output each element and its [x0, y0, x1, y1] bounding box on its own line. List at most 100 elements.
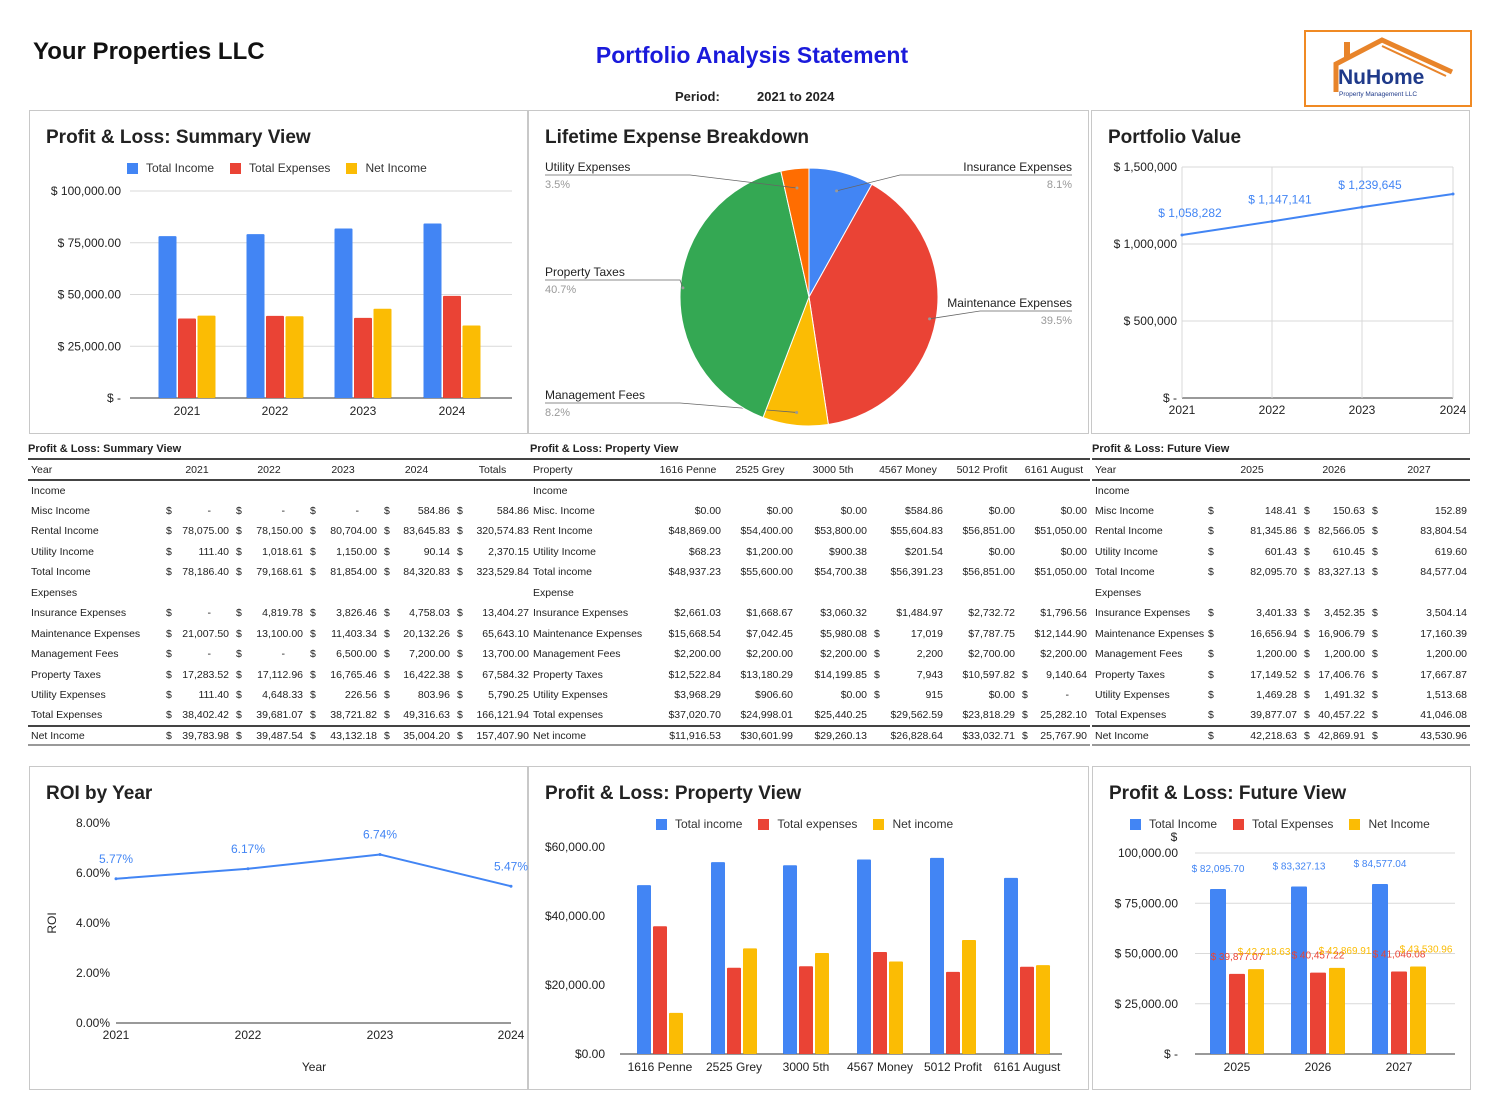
table-cell: $4,648.33 — [236, 689, 303, 702]
slice-percent: 8.2% — [545, 407, 570, 419]
x-tick-label: 4567 Money — [847, 1060, 913, 1074]
x-tick-label: 2026 — [1305, 1060, 1332, 1074]
table-cell: $13,100.00 — [236, 627, 303, 640]
series-line — [1181, 192, 1454, 237]
table-cell: $601.43 — [1208, 545, 1297, 558]
y-tick-label: 8.00% — [76, 816, 110, 830]
row-label: Total expenses — [533, 709, 604, 722]
table-cell: $15,668.54 — [668, 627, 721, 640]
leader-dot — [681, 286, 685, 290]
leader-dot — [795, 410, 799, 414]
table-cell: $7,042.45 — [746, 627, 793, 640]
row-label: Insurance Expenses — [31, 607, 127, 620]
table-cell: $42,218.63 — [1204, 725, 1300, 746]
table-cell: $17,667.87 — [1372, 668, 1467, 681]
table-title: Profit & Loss: Summary View — [28, 443, 182, 455]
table-row: Total Expenses $38,402.42 $39,681.07 $38,72… — [28, 706, 532, 727]
nuhome-logo: NuHome Property Management LLC — [1304, 30, 1472, 107]
series-line — [115, 853, 512, 888]
table-cell: $17,019 — [874, 627, 943, 640]
table-cell: $ - — [236, 504, 285, 517]
table-cell: $39,681.07 — [236, 709, 303, 722]
data-label: $ 1,239,645 — [1338, 178, 1402, 192]
table-row: Maintenance Expenses $16,656.94 $16,906.79… — [1092, 624, 1470, 645]
table-cell: $17,112.96 — [236, 668, 303, 681]
row-label: Utility Expenses — [31, 689, 106, 702]
data-label: $ 1,147,141 — [1248, 192, 1312, 206]
table-cell: $ - — [166, 648, 211, 661]
table-cell: $81,854.00 — [310, 566, 377, 579]
table-cell: $13,404.27 — [457, 607, 529, 620]
bar — [799, 966, 813, 1054]
table-cell: $3,826.46 — [310, 607, 377, 620]
table-cell: $84,320.83 — [384, 566, 450, 579]
panel-title: Lifetime Expense Breakdown — [545, 127, 809, 148]
x-tick-label: 2525 Grey — [706, 1060, 762, 1074]
y-tick-label: $ 1,000,000 — [1114, 237, 1178, 251]
data-point — [1360, 205, 1364, 209]
table-cell: $39,877.07 — [1208, 709, 1297, 722]
data-label: 6.17% — [231, 842, 265, 856]
table-cell: $584.86 — [457, 504, 529, 517]
table-cell: $ - — [236, 648, 285, 661]
table-cell: $82,095.70 — [1208, 566, 1297, 579]
y-tick-label: $60,000.00 — [545, 840, 605, 854]
table-cell: $33,032.71 — [946, 725, 1018, 746]
table-cell: $2,700.00 — [968, 648, 1015, 661]
table-cell: $16,765.46 — [310, 668, 377, 681]
table-cell: $7,787.75 — [968, 627, 1015, 640]
table-row: Total Expenses $39,877.07 $40,457.22 $41,04… — [1092, 706, 1470, 727]
x-tick-label: 2022 — [235, 1028, 262, 1042]
table-cell: $29,260.13 — [796, 725, 870, 746]
row-label: Utility Income — [1095, 545, 1159, 558]
leader-line — [545, 279, 684, 289]
row-label: Total Expenses — [1095, 709, 1167, 722]
table-cell: $584.86 — [384, 504, 450, 517]
table-cell: $619.60 — [1372, 545, 1467, 558]
table-cell: $1,200.00 — [1208, 648, 1297, 661]
table-cell: $3,452.35 — [1304, 607, 1365, 620]
table-cell: $906.60 — [755, 689, 793, 702]
slice-name: Property Taxes — [545, 265, 625, 279]
bar — [711, 862, 725, 1054]
table-row: Income — [530, 480, 1090, 501]
table-row: Property Taxes $17,149.52 $17,406.76 $17,66… — [1092, 665, 1470, 686]
table-cell: $54,700.38 — [814, 566, 867, 579]
column-header: 5012 Profit — [946, 458, 1018, 481]
table-row: Total expenses $37,020.70 $24,998.01 $25,44… — [530, 706, 1090, 727]
data-point — [1451, 192, 1455, 196]
x-tick-label: 2023 — [350, 404, 377, 418]
table-cell: $6,500.00 — [310, 648, 377, 661]
table-cell: $111.40 — [166, 545, 229, 558]
table-cell: $17,406.76 — [1304, 668, 1365, 681]
bar — [783, 865, 797, 1054]
y-tick-label: $ 50,000.00 — [1115, 947, 1179, 961]
legend-item: Total Income — [127, 161, 214, 175]
table-cell: $38,721.82 — [310, 709, 377, 722]
bar — [178, 318, 196, 398]
table-title: Profit & Loss: Future View — [1092, 443, 1230, 455]
data-label: 6.74% — [363, 828, 397, 842]
y-tick-label: 4.00% — [76, 916, 110, 930]
table-cell: $1,150.00 — [310, 545, 377, 558]
slice-percent: 3.5% — [545, 179, 570, 191]
x-tick-label: 2021 — [103, 1028, 130, 1042]
table-cell: $48,937.23 — [668, 566, 721, 579]
x-tick-label: 2022 — [262, 404, 289, 418]
table-row: Maintenance Expenses $21,007.50 $13,100.00… — [28, 624, 532, 645]
bar — [930, 857, 944, 1054]
bar — [1248, 969, 1264, 1054]
table-row: Utility Income $601.43 $610.45 $619.60 — [1092, 542, 1470, 563]
table-cell: $4,758.03 — [384, 607, 450, 620]
table-cell: $80,704.00 — [310, 525, 377, 538]
table-cell: $3,968.29 — [674, 689, 721, 702]
table-cell: $150.63 — [1304, 504, 1365, 517]
table-cell: $29,562.59 — [890, 709, 943, 722]
bar — [727, 967, 741, 1054]
future-chart-panel: Profit & Loss: Future View Total Income … — [1092, 766, 1471, 1090]
table-row: Net income $11,916.53 $30,601.99 $29,260.13… — [530, 725, 1090, 746]
row-label: Utility Income — [31, 545, 95, 558]
column-header: Property — [530, 458, 652, 481]
table-cell: $12,144.90 — [1034, 627, 1087, 640]
leader-line — [929, 310, 1072, 320]
